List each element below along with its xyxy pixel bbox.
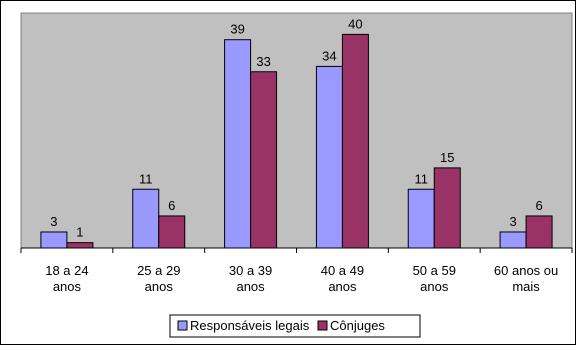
category-label: anos bbox=[420, 279, 449, 294]
legend: Responsáveis legais Cônjuges bbox=[169, 314, 421, 338]
data-label-series-1-cat-1: 3 bbox=[50, 214, 57, 229]
bars-layer bbox=[40, 33, 553, 249]
bar-series-1-cat-3 bbox=[224, 39, 252, 249]
category-label: 50 a 59 bbox=[413, 263, 456, 278]
category-label: anos bbox=[328, 279, 357, 294]
bar-series-1-cat-5 bbox=[407, 188, 435, 249]
data-label-series-2-cat-3: 33 bbox=[256, 54, 270, 69]
legend-box bbox=[169, 314, 421, 338]
bar-series-1-cat-4 bbox=[315, 65, 343, 249]
data-label-series-2-cat-1: 1 bbox=[76, 225, 83, 240]
category-label: anos bbox=[236, 279, 265, 294]
category-label: 60 anos ou bbox=[494, 263, 558, 278]
bar-series-2-cat-1 bbox=[66, 242, 94, 249]
category-ticks bbox=[20, 248, 573, 253]
data-label-series-1-cat-4: 34 bbox=[322, 48, 336, 63]
data-label-series-1-cat-5: 11 bbox=[415, 171, 429, 186]
bar-series-2-cat-4 bbox=[341, 33, 369, 249]
legend-label-series-1: Responsáveis legais bbox=[190, 318, 310, 333]
category-label: 18 a 24 bbox=[45, 263, 88, 278]
bar-series-2-cat-5 bbox=[433, 167, 461, 249]
category-label: mais bbox=[512, 279, 540, 294]
category-label: 25 a 29 bbox=[137, 263, 180, 278]
category-label: 40 a 49 bbox=[321, 263, 364, 278]
legend-swatch-series-1 bbox=[177, 320, 188, 331]
bar-series-1-cat-2 bbox=[132, 188, 160, 249]
data-label-series-1-cat-3: 39 bbox=[230, 22, 244, 37]
legend-swatch-series-2 bbox=[317, 320, 328, 331]
bar-series-2-cat-6 bbox=[525, 215, 553, 249]
category-label: 30 a 39 bbox=[229, 263, 272, 278]
category-label: anos bbox=[53, 279, 82, 294]
legend-label-series-2: Cônjuges bbox=[330, 318, 385, 333]
bar-series-2-cat-2 bbox=[158, 215, 186, 249]
category-label: anos bbox=[145, 279, 174, 294]
data-label-series-2-cat-6: 6 bbox=[535, 198, 542, 213]
data-label-series-2-cat-2: 6 bbox=[168, 198, 175, 213]
bar-series-1-cat-1 bbox=[40, 231, 68, 249]
bar-series-1-cat-6 bbox=[499, 231, 527, 249]
plot-area bbox=[20, 12, 573, 249]
data-label-series-2-cat-4: 40 bbox=[348, 16, 362, 31]
data-label-series-2-cat-5: 15 bbox=[440, 150, 454, 165]
bar-series-2-cat-3 bbox=[250, 71, 278, 249]
data-label-series-1-cat-6: 3 bbox=[509, 214, 516, 229]
data-label-series-1-cat-2: 11 bbox=[139, 171, 153, 186]
